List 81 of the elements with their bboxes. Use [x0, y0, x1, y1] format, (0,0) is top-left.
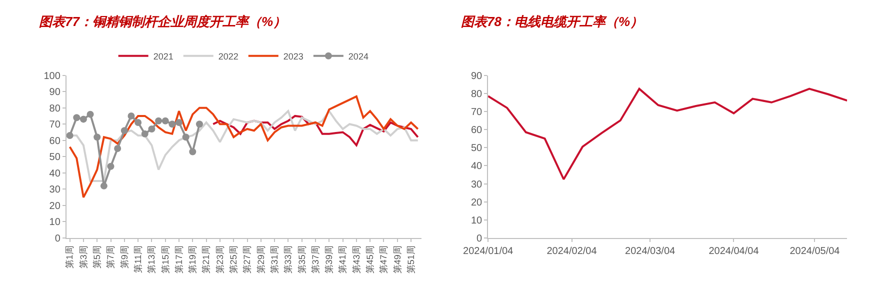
- x-tick-label: 第15周: [160, 246, 170, 274]
- point: [182, 134, 190, 141]
- x-tick-label: 第21周: [201, 246, 212, 274]
- point: [162, 117, 169, 124]
- y-tick-label: 90: [470, 70, 483, 82]
- point: [86, 110, 94, 118]
- x-tick-label: 第41周: [338, 246, 348, 274]
- x-tick-label: 第11周: [132, 246, 143, 273]
- point: [114, 145, 122, 152]
- y-tick-label: 80: [49, 103, 61, 114]
- point: [120, 127, 128, 134]
- x-tick-label: 第49周: [392, 246, 402, 274]
- x-tick-label: 第39周: [324, 246, 334, 274]
- y-tick-label: 20: [470, 197, 483, 208]
- point: [107, 162, 114, 170]
- legend-label: 2022: [218, 51, 238, 62]
- legend-label: 2023: [283, 51, 304, 62]
- y-tick-label: 30: [49, 184, 61, 196]
- y-tick-label: 30: [470, 179, 483, 190]
- y-tick-label: 60: [49, 136, 61, 147]
- y-tick-label: 10: [470, 215, 483, 226]
- point: [189, 148, 196, 156]
- point: [155, 117, 162, 124]
- x-tick-label: 第7周: [106, 246, 116, 269]
- x-tick-label: 第43周: [351, 246, 362, 274]
- point: [148, 125, 156, 132]
- x-tick-label: 2024/03/04: [625, 246, 676, 257]
- x-tick-label: 第29周: [256, 246, 266, 274]
- x-tick-label: 2024/01/04: [463, 246, 514, 257]
- y-tick-label: 40: [49, 168, 61, 180]
- y-tick-label: 50: [470, 143, 483, 154]
- line-series: [212, 114, 419, 146]
- point: [134, 118, 142, 126]
- x-tick-label: 第33周: [283, 246, 294, 274]
- chart-title: 图表78：电线电缆开工率（%）: [461, 14, 644, 29]
- x-tick-label: 第37周: [310, 246, 320, 274]
- y-tick-label: 0: [476, 234, 483, 244]
- line-series: [68, 95, 419, 198]
- x-tick-label: 第23周: [214, 246, 225, 274]
- x-tick-label: 第35周: [296, 246, 307, 274]
- x-tick-label: 第51周: [406, 246, 416, 274]
- y-tick-label: 90: [49, 87, 61, 98]
- point: [80, 116, 87, 123]
- x-tick-label: 第5周: [92, 246, 102, 269]
- x-tick-label: 2024/04/04: [708, 246, 760, 257]
- chart-title: 图表77：铜精铜制杆企业周度开工率（%）: [39, 14, 286, 29]
- x-tick-label: 2024/02/04: [546, 246, 598, 257]
- x-tick-label: 第47周: [378, 246, 389, 274]
- x-tick-label: 第13周: [146, 246, 157, 274]
- point: [168, 120, 176, 128]
- legend-label: 2024: [348, 51, 368, 62]
- x-tick-label: 2024/05/04: [790, 246, 840, 257]
- y-tick-label: 50: [49, 152, 61, 164]
- x-tick-label: 第25周: [228, 246, 239, 274]
- y-tick-label: 80: [470, 88, 483, 100]
- point: [141, 130, 148, 138]
- y-tick-label: 70: [470, 106, 483, 118]
- y-tick-label: 20: [49, 200, 61, 212]
- y-tick-label: 70: [49, 120, 61, 131]
- x-tick-label: 第17周: [174, 246, 184, 274]
- y-tick-label: 60: [470, 125, 483, 136]
- x-tick-label: 第1周: [64, 246, 75, 269]
- x-tick-label: 第31周: [269, 246, 280, 274]
- point: [196, 120, 203, 128]
- y-tick-label: 40: [470, 161, 483, 172]
- point: [176, 118, 182, 126]
- y-tick-label: 0: [54, 234, 61, 244]
- point: [100, 182, 108, 190]
- x-tick-label: 第19周: [188, 246, 198, 274]
- x-tick-label: 第27周: [242, 246, 252, 274]
- point: [94, 134, 101, 141]
- x-tick-label: 第3周: [78, 246, 88, 269]
- line-series: [488, 88, 848, 180]
- y-tick-label: 10: [49, 217, 61, 228]
- legend-label: 2021: [153, 51, 174, 62]
- x-tick-label: 第45周: [365, 246, 376, 274]
- point: [128, 112, 135, 120]
- point: [66, 132, 74, 139]
- y-tick-label: 100: [44, 70, 61, 82]
- x-tick-label: 第9周: [119, 246, 130, 269]
- point: [73, 114, 80, 122]
